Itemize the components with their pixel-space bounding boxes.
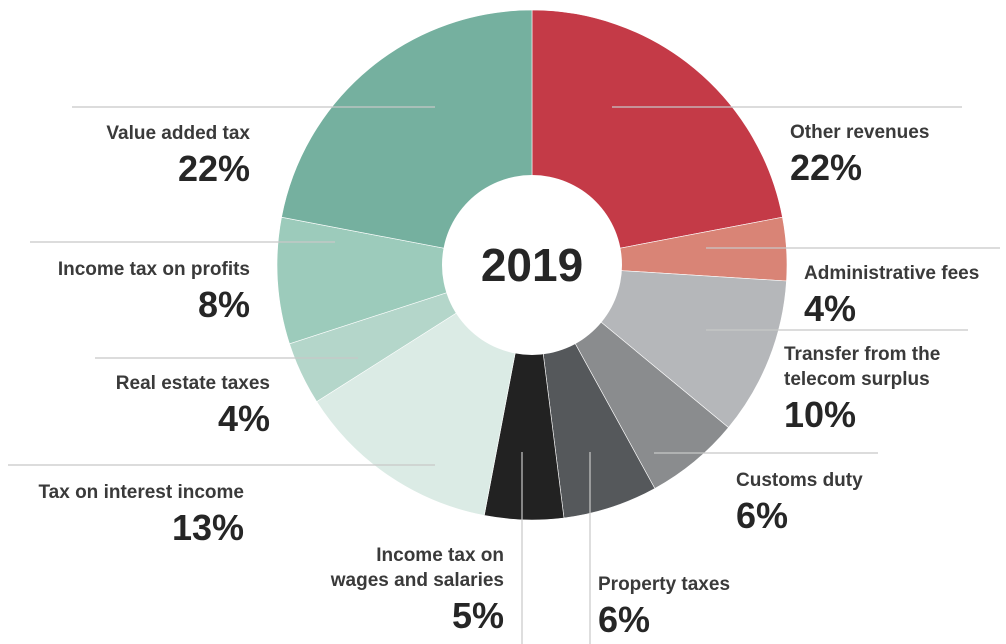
slice-income-tax-on-profits [276,216,533,345]
slice-label: Property taxes [598,574,730,595]
slice-label: Tax on interest income [38,482,244,503]
slice-percent-label: 4% [804,288,856,329]
slice-percent-label: 22% [178,148,250,189]
leader-lines [8,106,1000,644]
donut-hole [442,175,622,355]
center-year-label: 2019 [481,239,583,291]
slice-labels: Other revenues 22% Administrative fees 4% Tr… [38,122,979,640]
slice-label: Value added tax [106,123,250,144]
slice-percent-label: 6% [598,599,650,640]
slice-percent-label: 8% [198,284,250,325]
slice-percent-label: 4% [218,398,270,439]
slice-label: wages and salaries [330,570,504,591]
slice-label: Income tax on [376,545,504,566]
slice-percent-label: 10% [784,394,856,435]
slice-percent-label: 13% [172,507,244,548]
slice-label: Real estate taxes [116,373,270,394]
slice-label: Transfer from the [784,344,940,365]
slice-percent-label: 6% [736,495,788,536]
slice-label: telecom surplus [784,369,930,390]
slice-label: Other revenues [790,122,929,143]
slice-label: Income tax on profits [58,259,250,280]
slice-percent-label: 5% [452,595,504,636]
slice-percent-label: 22% [790,147,862,188]
slice-label: Customs duty [736,470,863,491]
slice-label: Administrative fees [804,263,979,284]
